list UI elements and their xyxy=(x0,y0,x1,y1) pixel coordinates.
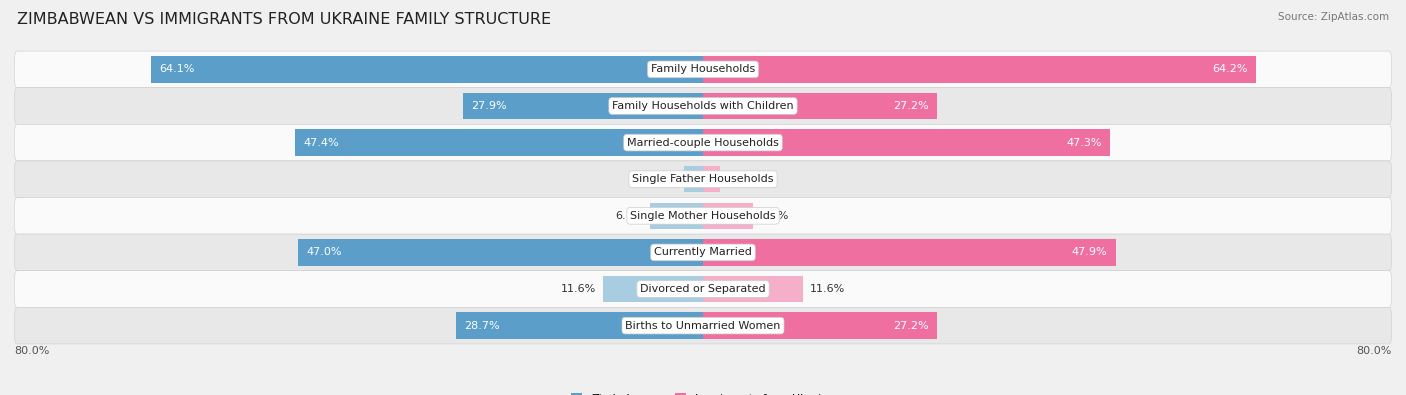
Text: 11.6%: 11.6% xyxy=(561,284,596,294)
FancyBboxPatch shape xyxy=(14,307,1392,344)
Bar xyxy=(651,203,703,229)
Text: Family Households with Children: Family Households with Children xyxy=(612,101,794,111)
Text: ZIMBABWEAN VS IMMIGRANTS FROM UKRAINE FAMILY STRUCTURE: ZIMBABWEAN VS IMMIGRANTS FROM UKRAINE FA… xyxy=(17,12,551,27)
Text: Currently Married: Currently Married xyxy=(654,247,752,258)
Text: 2.0%: 2.0% xyxy=(727,174,755,184)
Text: Births to Unmarried Women: Births to Unmarried Women xyxy=(626,321,780,331)
Bar xyxy=(703,276,803,302)
FancyBboxPatch shape xyxy=(14,198,1392,234)
Text: Married-couple Households: Married-couple Households xyxy=(627,137,779,148)
Text: 47.4%: 47.4% xyxy=(304,137,339,148)
Text: Divorced or Separated: Divorced or Separated xyxy=(640,284,766,294)
Text: 47.3%: 47.3% xyxy=(1066,137,1102,148)
FancyBboxPatch shape xyxy=(14,271,1392,307)
Text: 28.7%: 28.7% xyxy=(464,321,501,331)
Text: Single Mother Households: Single Mother Households xyxy=(630,211,776,221)
Bar xyxy=(463,93,703,119)
Text: Source: ZipAtlas.com: Source: ZipAtlas.com xyxy=(1278,12,1389,22)
Text: Family Households: Family Households xyxy=(651,64,755,74)
Bar xyxy=(703,239,1115,265)
Text: 6.1%: 6.1% xyxy=(616,211,644,221)
Bar xyxy=(703,203,754,229)
Text: 11.6%: 11.6% xyxy=(810,284,845,294)
FancyBboxPatch shape xyxy=(14,124,1392,161)
Text: 64.1%: 64.1% xyxy=(160,64,195,74)
Text: 5.8%: 5.8% xyxy=(759,211,789,221)
FancyBboxPatch shape xyxy=(14,51,1392,88)
Bar xyxy=(456,312,703,339)
Bar xyxy=(298,239,703,265)
Text: 27.2%: 27.2% xyxy=(893,101,928,111)
Bar xyxy=(685,166,703,192)
FancyBboxPatch shape xyxy=(14,161,1392,198)
Bar xyxy=(703,93,938,119)
Bar xyxy=(703,166,720,192)
FancyBboxPatch shape xyxy=(14,88,1392,124)
Bar xyxy=(603,276,703,302)
Bar xyxy=(295,130,703,156)
Text: 80.0%: 80.0% xyxy=(14,346,49,356)
Text: 27.9%: 27.9% xyxy=(471,101,508,111)
Text: 80.0%: 80.0% xyxy=(1357,346,1392,356)
Bar xyxy=(703,130,1111,156)
Text: 64.2%: 64.2% xyxy=(1212,64,1247,74)
Text: 2.2%: 2.2% xyxy=(648,174,678,184)
Bar xyxy=(703,56,1256,83)
Text: Single Father Households: Single Father Households xyxy=(633,174,773,184)
FancyBboxPatch shape xyxy=(14,234,1392,271)
Text: 47.9%: 47.9% xyxy=(1071,247,1107,258)
Bar xyxy=(150,56,703,83)
Text: 27.2%: 27.2% xyxy=(893,321,928,331)
Bar xyxy=(703,312,938,339)
Legend: Zimbabwean, Immigrants from Ukraine: Zimbabwean, Immigrants from Ukraine xyxy=(567,389,839,395)
Text: 47.0%: 47.0% xyxy=(307,247,342,258)
